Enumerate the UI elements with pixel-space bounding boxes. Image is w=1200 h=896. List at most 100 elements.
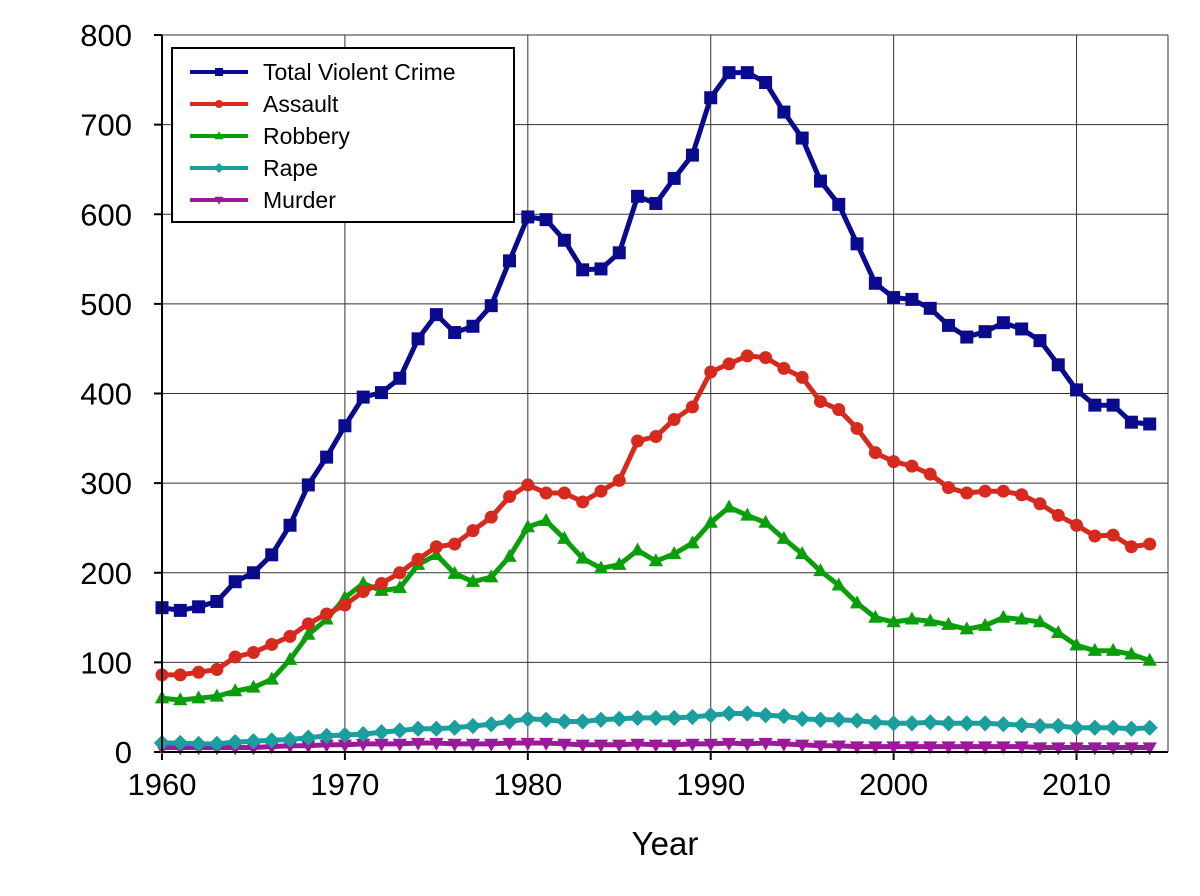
- data-point-total-violent-crime: [228, 575, 242, 589]
- data-point-total-violent-crime: [301, 478, 315, 492]
- data-point-total-violent-crime: [374, 386, 388, 400]
- data-point-assault: [411, 552, 425, 566]
- data-point-assault: [942, 481, 956, 495]
- data-point-rape: [336, 726, 354, 744]
- data-point-assault: [1088, 529, 1102, 543]
- data-point-robbery: [447, 565, 462, 579]
- data-point-total-violent-crime: [557, 233, 571, 247]
- data-point-rape: [281, 731, 299, 748]
- data-point-total-violent-crime: [685, 148, 699, 162]
- data-point-total-violent-crime: [1051, 358, 1065, 372]
- data-point-total-violent-crime: [411, 332, 425, 346]
- data-point-assault: [631, 434, 645, 448]
- data-point-rape: [373, 724, 390, 741]
- data-point-rape: [867, 714, 884, 731]
- data-point-total-violent-crime: [631, 189, 645, 203]
- data-point-rape: [1068, 719, 1085, 736]
- data-point-murder: [1014, 741, 1029, 755]
- data-point-murder: [776, 738, 792, 752]
- data-point-rape: [300, 729, 317, 746]
- y-tick-label: 700: [80, 108, 132, 143]
- data-point-rape: [757, 707, 774, 724]
- data-point-robbery: [1087, 642, 1102, 656]
- data-point-total-violent-crime: [393, 371, 407, 385]
- data-point-rape: [611, 710, 628, 727]
- data-point-murder: [740, 738, 755, 752]
- data-point-robbery: [904, 611, 920, 625]
- data-point-murder: [538, 737, 554, 751]
- data-point-robbery: [1032, 614, 1048, 628]
- data-point-murder: [1051, 742, 1066, 756]
- data-point-assault: [777, 361, 791, 375]
- data-point-robbery: [1142, 652, 1157, 666]
- data-point-assault: [795, 370, 809, 384]
- data-point-murder: [648, 739, 664, 753]
- data-point-rape: [848, 712, 866, 729]
- data-point-total-violent-crime: [759, 76, 773, 90]
- data-point-murder: [923, 741, 938, 755]
- data-point-assault: [1070, 518, 1084, 532]
- data-point-total-violent-crime: [173, 603, 187, 617]
- data-point-robbery: [1051, 624, 1066, 638]
- data-point-assault: [484, 510, 498, 524]
- data-point-total-violent-crime: [576, 263, 590, 277]
- data-point-total-violent-crime: [722, 66, 736, 80]
- data-point-robbery: [228, 683, 243, 697]
- data-point-assault: [649, 430, 663, 444]
- data-point-murder: [1142, 742, 1157, 756]
- legend-marker-murder: [214, 196, 224, 205]
- data-point-rape: [629, 709, 646, 727]
- data-point-total-violent-crime: [338, 419, 352, 433]
- data-point-total-violent-crime: [1088, 398, 1102, 412]
- data-point-robbery: [557, 530, 572, 544]
- data-point-assault: [192, 665, 206, 679]
- data-point-rape: [922, 714, 939, 731]
- data-point-total-violent-crime: [996, 316, 1010, 330]
- data-point-murder: [337, 739, 353, 753]
- data-point-assault: [283, 629, 297, 643]
- data-point-total-violent-crime: [192, 600, 206, 614]
- data-point-murder: [703, 738, 718, 752]
- legend-marker-total-violent-crime: [215, 68, 223, 76]
- data-point-rape: [647, 709, 664, 727]
- data-point-murder: [758, 737, 773, 751]
- data-point-rape: [830, 711, 847, 728]
- data-point-rape: [702, 707, 719, 724]
- data-point-assault: [960, 486, 974, 500]
- data-point-robbery: [849, 595, 865, 609]
- data-point-assault: [1033, 497, 1047, 511]
- data-point-total-violent-crime: [265, 548, 279, 562]
- data-point-murder: [721, 737, 737, 751]
- data-point-murder: [557, 738, 572, 752]
- data-point-assault: [1051, 508, 1065, 522]
- data-point-assault: [210, 663, 224, 677]
- data-point-murder: [685, 738, 700, 752]
- data-point-murder: [465, 738, 481, 752]
- data-point-murder: [593, 739, 609, 753]
- data-point-total-violent-crime: [1143, 417, 1157, 431]
- legend-label-assault: Assault: [263, 91, 339, 117]
- data-point-murder: [612, 739, 627, 753]
- data-point-murder: [575, 739, 590, 753]
- data-point-robbery: [1105, 642, 1121, 656]
- data-point-rape: [556, 713, 573, 730]
- data-point-total-violent-crime: [612, 246, 626, 260]
- data-point-robbery: [264, 671, 279, 685]
- data-point-total-violent-crime: [649, 196, 663, 210]
- data-point-assault: [356, 585, 370, 599]
- data-point-robbery: [593, 560, 609, 574]
- data-point-murder: [1032, 742, 1048, 756]
- data-point-rape: [208, 735, 225, 753]
- data-point-rape: [812, 711, 829, 728]
- data-point-total-violent-crime: [246, 566, 260, 580]
- data-point-robbery: [721, 499, 737, 513]
- data-point-murder: [319, 739, 334, 753]
- data-point-robbery: [282, 651, 298, 665]
- data-point-total-violent-crime: [429, 308, 443, 322]
- x-tick-label: 2010: [1042, 767, 1111, 802]
- data-point-murder: [484, 738, 499, 752]
- data-point-rape: [464, 717, 482, 735]
- data-point-assault: [521, 478, 535, 492]
- data-point-rape: [263, 732, 280, 749]
- data-point-robbery: [795, 546, 810, 560]
